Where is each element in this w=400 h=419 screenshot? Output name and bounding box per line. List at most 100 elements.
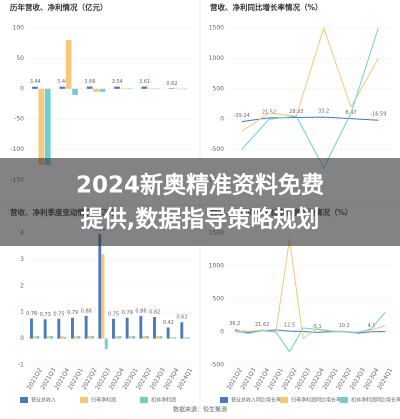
bar bbox=[154, 88, 160, 90]
bar bbox=[166, 327, 170, 339]
value-label: 36.2 bbox=[229, 321, 240, 327]
y-tick-label: 1000 bbox=[209, 55, 224, 62]
legend-label: 营业总收入同比增长率 bbox=[231, 397, 281, 404]
bar bbox=[126, 88, 133, 90]
bar bbox=[86, 86, 93, 89]
legend-swatch bbox=[280, 397, 288, 403]
bar bbox=[32, 86, 38, 89]
bar bbox=[63, 337, 67, 339]
value-label: 0.79 bbox=[122, 310, 133, 316]
source: 数据来源：恒生聚源 bbox=[173, 406, 227, 414]
value-label: 0.75 bbox=[53, 311, 64, 317]
bar bbox=[141, 86, 148, 89]
bar bbox=[147, 88, 154, 89]
banner-line: 提供,数据指导策略规划 bbox=[81, 206, 320, 233]
line bbox=[234, 311, 386, 353]
y-tick-label: 0 bbox=[220, 116, 224, 123]
bar bbox=[181, 88, 188, 90]
value-label: 0.42 bbox=[163, 320, 174, 326]
value-label: 0.76 bbox=[26, 311, 37, 317]
y-tick-label: 1 bbox=[20, 309, 24, 316]
y-tick-label: 500 bbox=[213, 296, 225, 303]
bar bbox=[180, 322, 184, 339]
bar bbox=[57, 318, 61, 339]
value-label: 21.62 bbox=[255, 322, 269, 328]
value-label: 0.75 bbox=[108, 311, 119, 317]
value-label: 3.46 bbox=[57, 79, 68, 85]
chart-title: 历年营收、净利情况（亿元） bbox=[10, 2, 108, 12]
bar bbox=[98, 234, 102, 339]
bar bbox=[186, 337, 190, 339]
bar bbox=[142, 335, 146, 339]
bar bbox=[44, 88, 51, 165]
value-label: 0.62 bbox=[176, 315, 187, 321]
value-label: 0.62 bbox=[166, 81, 177, 87]
value-label: -5.1 bbox=[312, 324, 322, 330]
y-tick-label: -50 bbox=[14, 116, 24, 123]
bar bbox=[72, 88, 78, 95]
y-tick-label: 50 bbox=[16, 55, 24, 62]
y-tick-label: 2 bbox=[20, 282, 24, 289]
bar bbox=[36, 335, 40, 339]
banner-line: 2024新奥精准资料免费 bbox=[76, 172, 324, 199]
bar bbox=[33, 335, 37, 339]
bar bbox=[93, 88, 99, 92]
bar bbox=[46, 335, 50, 339]
value-label: 4.1 bbox=[368, 323, 376, 329]
legend-label: 营业总收入 bbox=[31, 397, 56, 404]
chart-title: 营收、净利同比增长率情况（%） bbox=[210, 2, 323, 12]
legend-swatch bbox=[220, 397, 228, 403]
y-tick-label: -500 bbox=[210, 362, 224, 369]
legend-label: 扣非净利润 bbox=[151, 397, 176, 404]
value-label: 10.2 bbox=[339, 323, 350, 329]
bar bbox=[120, 88, 127, 89]
value-label: 0.79 bbox=[67, 310, 78, 316]
bar bbox=[168, 88, 175, 89]
y-tick-label: 3 bbox=[20, 256, 24, 263]
y-tick-label: 100 bbox=[13, 25, 25, 32]
legend-label: 扣非净利润同比增长率 bbox=[351, 397, 400, 404]
legend-label: 归母净利润 bbox=[91, 397, 116, 404]
line bbox=[241, 27, 379, 169]
bar bbox=[183, 337, 187, 339]
bar bbox=[112, 318, 115, 339]
value-label: 33.2 bbox=[318, 109, 329, 115]
bar bbox=[87, 335, 91, 339]
bar bbox=[30, 318, 33, 339]
value-label: 0.86 bbox=[135, 308, 146, 314]
bar bbox=[118, 335, 122, 339]
line bbox=[241, 26, 379, 132]
legend-swatch bbox=[340, 397, 348, 403]
value-label: 3.61 bbox=[139, 79, 150, 85]
legend-label: 归母净利润同比增长率 bbox=[291, 397, 341, 404]
bar bbox=[99, 88, 106, 92]
bar bbox=[74, 335, 78, 339]
bar bbox=[50, 335, 53, 339]
bar bbox=[59, 86, 66, 89]
bar bbox=[153, 316, 156, 339]
bar bbox=[104, 338, 108, 350]
y-tick-label: -100 bbox=[10, 146, 24, 153]
bar bbox=[128, 335, 132, 339]
value-label: 0.82 bbox=[149, 309, 160, 315]
banner-bg bbox=[0, 158, 400, 246]
bar bbox=[145, 335, 149, 339]
value-label: -39.24 bbox=[234, 113, 250, 119]
bar bbox=[169, 337, 173, 339]
bar bbox=[175, 88, 181, 90]
value-label: 21.52 bbox=[262, 109, 276, 115]
bar bbox=[156, 335, 160, 339]
y-tick-label: 500 bbox=[213, 85, 225, 92]
bar bbox=[38, 88, 45, 165]
bar bbox=[91, 335, 94, 339]
y-tick-label: -500 bbox=[210, 146, 224, 153]
legend-swatch bbox=[140, 397, 148, 403]
bar bbox=[115, 335, 119, 339]
y-tick-label: 0 bbox=[20, 85, 24, 92]
bar bbox=[84, 315, 88, 339]
y-tick-label: 0 bbox=[220, 329, 224, 336]
line bbox=[241, 116, 379, 123]
y-tick-label: 1000 bbox=[209, 263, 224, 270]
value-label: 0.73 bbox=[40, 312, 51, 318]
